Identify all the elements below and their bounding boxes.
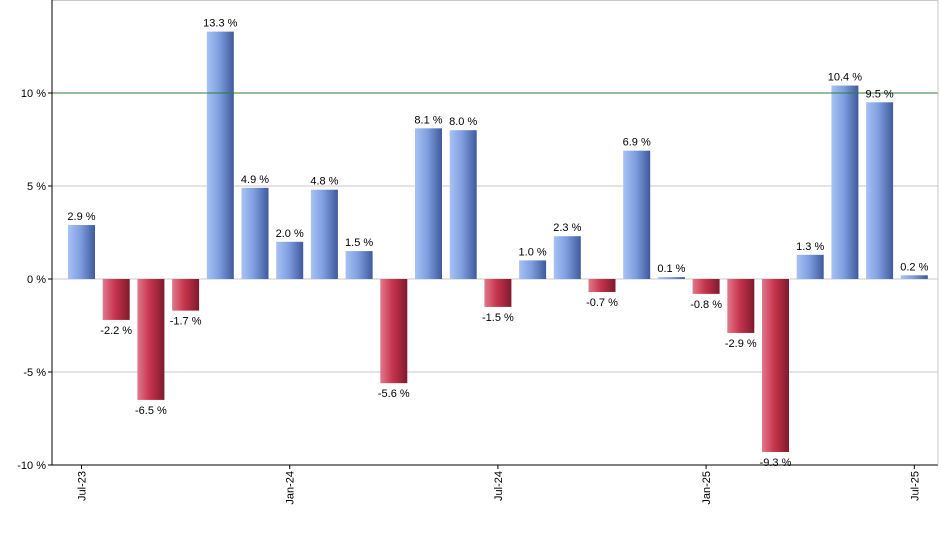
bar-sep-23 <box>137 279 165 400</box>
data-label: -1.7 % <box>170 316 202 328</box>
axes: -10 % -5 % 0 % 5 % 10 % Jul-23 Jan-24 Jul-24 Jan… <box>17 0 939 505</box>
data-label: 4.9 % <box>241 174 269 186</box>
y-tick-label: -5 % <box>23 367 46 379</box>
bars <box>68 31 928 452</box>
x-tick-label: Jul-25 <box>909 471 921 501</box>
bar-aug-23 <box>102 279 130 320</box>
bar-oct-23 <box>172 279 200 311</box>
data-label: 4.8 % <box>310 176 338 188</box>
data-label: -5.6 % <box>378 388 410 400</box>
data-label: -2.9 % <box>725 338 757 350</box>
data-label: 0.2 % <box>900 261 928 273</box>
bar-feb-25 <box>727 279 755 333</box>
y-tick-label: -10 % <box>17 460 46 472</box>
data-label: -9.3 % <box>760 457 792 469</box>
bar-jun-25 <box>866 102 894 279</box>
data-label: 13.3 % <box>203 18 237 30</box>
data-labels: 2.9 % -2.2 % -6.5 % -1.7 % 13.3 % 4.9 % 2.0 % 4… <box>67 18 928 469</box>
x-tick-label: Jan-25 <box>701 471 713 505</box>
bar-apr-24 <box>380 279 408 384</box>
bar-mar-25 <box>762 279 789 452</box>
data-label: 10.4 % <box>828 72 862 84</box>
grid-lines <box>52 0 938 466</box>
bar-nov-23 <box>206 31 234 280</box>
data-label: 1.0 % <box>519 246 547 258</box>
x-tick-label: Jul-24 <box>493 471 505 501</box>
data-label: 1.3 % <box>796 241 824 253</box>
data-label: 0.1 % <box>657 263 685 275</box>
data-label: 1.5 % <box>345 237 373 249</box>
y-tick-label: 5 % <box>27 181 46 193</box>
data-label: -2.2 % <box>100 325 132 337</box>
y-tick-label: 0 % <box>27 274 46 286</box>
data-label: -0.8 % <box>690 299 722 311</box>
data-label: 9.5 % <box>866 88 894 100</box>
bar-jan-24 <box>276 241 304 279</box>
x-tick-label: Jul-23 <box>77 471 89 501</box>
bar-jul-25 <box>900 275 928 279</box>
data-label: 8.1 % <box>414 114 442 126</box>
bar-dec-24 <box>657 277 685 279</box>
bar-nov-24 <box>623 150 651 279</box>
bar-may-25 <box>831 85 859 279</box>
data-label: 2.9 % <box>67 211 95 223</box>
data-label: 2.3 % <box>553 222 581 234</box>
data-label: -1.5 % <box>482 312 514 324</box>
bar-jan-25 <box>692 279 720 294</box>
bar-feb-24 <box>310 189 338 279</box>
bar-aug-24 <box>519 260 547 279</box>
data-label: 6.9 % <box>623 137 651 149</box>
data-label: 8.0 % <box>449 116 477 128</box>
y-tick-label: 10 % <box>21 88 46 100</box>
bar-dec-23 <box>241 187 269 279</box>
data-label: 2.0 % <box>276 228 304 240</box>
bar-apr-25 <box>796 254 824 279</box>
bar-may-24 <box>415 128 442 279</box>
data-label: -6.5 % <box>135 405 167 417</box>
bar-jul-23 <box>68 225 95 279</box>
data-label: -0.7 % <box>586 297 618 309</box>
bar-jun-24 <box>449 130 477 279</box>
bar-sep-24 <box>553 236 581 279</box>
bar-jul-24 <box>484 279 512 307</box>
x-tick-label: Jan-24 <box>285 471 297 505</box>
bar-mar-24 <box>345 251 373 279</box>
bar-oct-24 <box>588 279 616 293</box>
